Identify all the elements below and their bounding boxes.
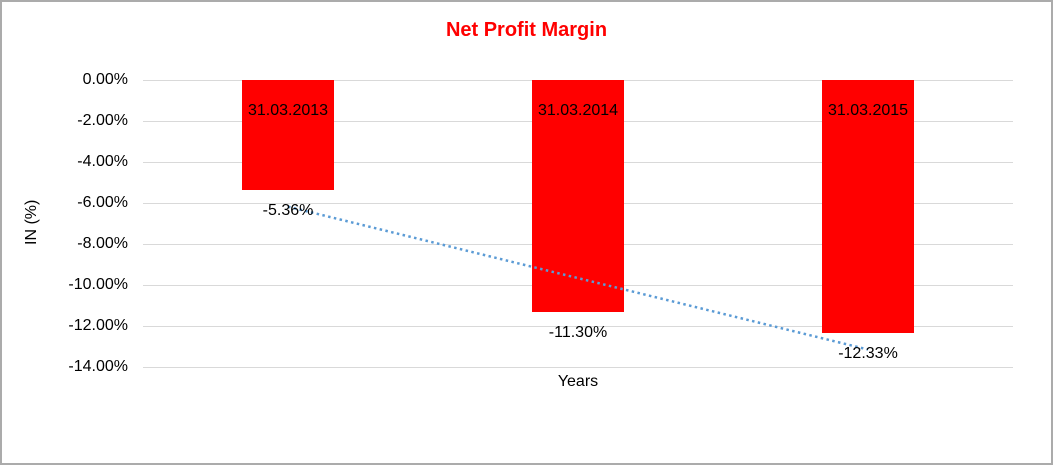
bar-category-label: 31.03.2013 (247, 102, 329, 119)
y-axis-tick-label: 0.00% (82, 71, 128, 88)
bar-value-label: -5.36% (262, 201, 314, 219)
bar-category-label: 31.03.2015 (827, 102, 909, 119)
y-axis-tick-label: -12.00% (68, 317, 128, 334)
y-axis-tick-label: -6.00% (77, 194, 128, 211)
bar-category-label: 31.03.2014 (537, 102, 619, 119)
bar-value-label: -11.30% (548, 323, 608, 341)
y-axis-tick-label: -8.00% (77, 235, 128, 252)
y-axis-tick-label: -10.00% (68, 276, 128, 293)
chart-title: Net Profit Margin (445, 19, 608, 41)
gridline (143, 367, 1013, 368)
y-axis-title: IN (%) (23, 199, 40, 245)
x-axis-title: Years (557, 373, 599, 390)
y-axis-tick-label: -2.00% (77, 112, 128, 129)
y-axis-tick-label: -4.00% (77, 153, 128, 170)
bar (242, 80, 334, 190)
y-axis-tick-label: -14.00% (68, 358, 128, 375)
bar-value-label: -12.33% (838, 344, 898, 362)
